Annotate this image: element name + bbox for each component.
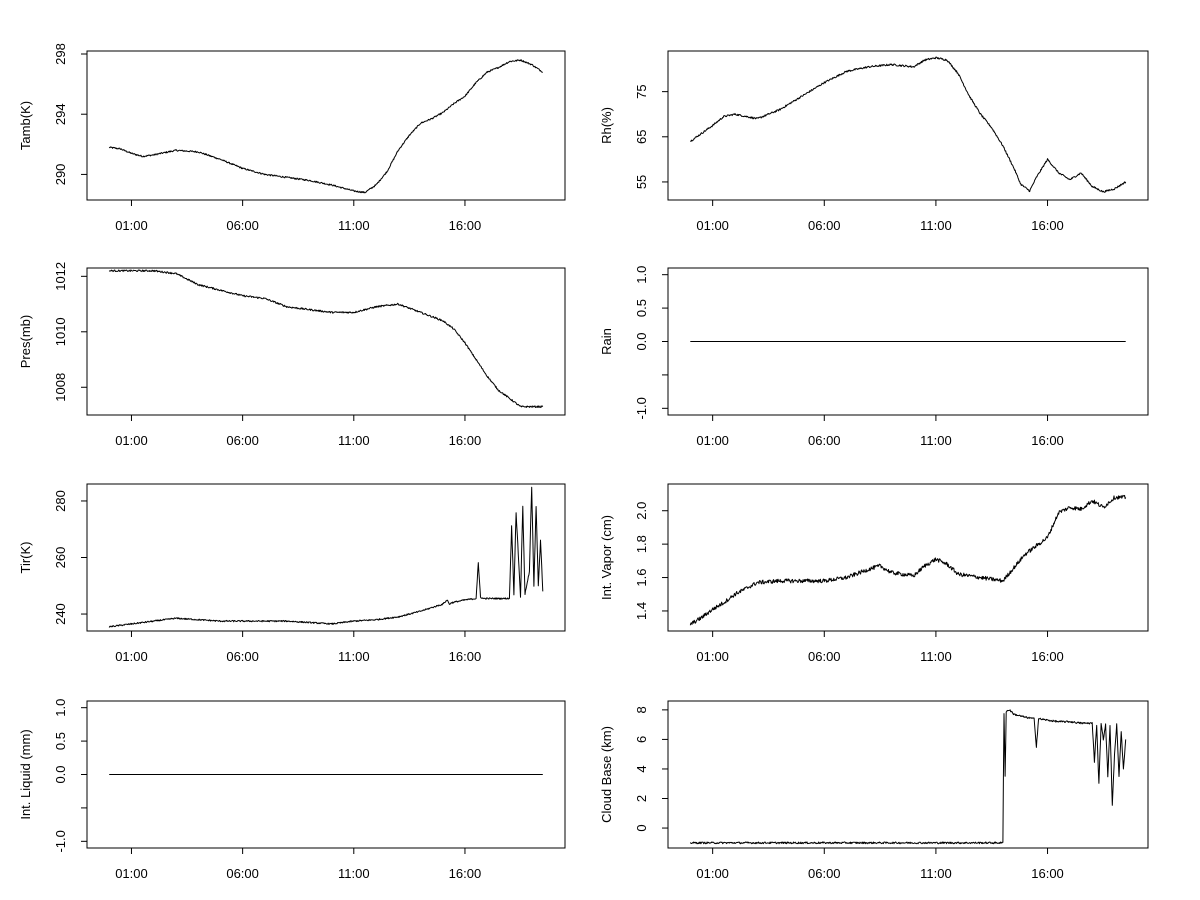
y-tick-label: 6 xyxy=(634,736,649,743)
x-tick-label: 06:00 xyxy=(808,433,841,448)
x-tick-label: 01:00 xyxy=(696,649,729,664)
y-tick-label: 0.5 xyxy=(53,732,68,750)
chart-panel-5: 01:00 06:00 11:00 16:00 240 260 280 Tir(K) xyxy=(18,483,566,664)
plot-frame xyxy=(667,483,1149,632)
y-tick-label: 1.0 xyxy=(634,266,649,284)
series-line-1 xyxy=(108,486,544,628)
x-tick-label: 16:00 xyxy=(449,218,482,233)
x-tick-label: 01:00 xyxy=(115,649,148,664)
x-tick-label: 16:00 xyxy=(1031,433,1064,448)
chart-panel-8: 01:00 06:00 11:00 16:00 0 2 4 6 8 Cloud Base (km) xyxy=(599,700,1149,881)
x-tick-label: 01:00 xyxy=(115,433,148,448)
x-tick-label: 01:00 xyxy=(115,218,148,233)
y-axis-label: Int. Liquid (mm) xyxy=(18,729,33,819)
y-axis-label: Int. Vapor (cm) xyxy=(599,515,614,600)
chart-panel-4: 01:00 06:00 11:00 16:00 -1.0 0.0 0.5 1.0 Rain xyxy=(599,266,1149,448)
chart-panel-1: 01:00 06:00 11:00 16:00 290 294 298 Tamb(K) xyxy=(18,43,566,233)
y-axis-label: Tamb(K) xyxy=(18,101,33,150)
y-tick-label: 0.0 xyxy=(53,765,68,783)
x-tick-label: 06:00 xyxy=(808,218,841,233)
x-tick-label: 06:00 xyxy=(808,649,841,664)
plot-frame xyxy=(667,50,1149,201)
chart-panel-2: 01:00 06:00 11:00 16:00 55 65 75 Rh(%) xyxy=(599,50,1149,233)
y-tick-label: 4 xyxy=(634,765,649,772)
series-line-1 xyxy=(689,494,1127,626)
y-tick-label: 1.0 xyxy=(53,699,68,717)
x-tick-label: 16:00 xyxy=(449,866,482,881)
x-tick-label: 01:00 xyxy=(115,866,148,881)
y-tick-label: 1008 xyxy=(53,373,68,402)
y-tick-label: 55 xyxy=(634,175,649,189)
y-tick-label: 294 xyxy=(53,103,68,125)
series-line-1 xyxy=(690,56,1127,193)
series-line-1 xyxy=(108,59,543,194)
y-tick-label: 1.4 xyxy=(634,602,649,620)
x-tick-label: 06:00 xyxy=(226,866,259,881)
plot-frame xyxy=(86,483,566,632)
series-line-1 xyxy=(689,709,1127,845)
y-tick-label: 260 xyxy=(53,547,68,569)
x-tick-label: 06:00 xyxy=(226,218,259,233)
x-tick-label: 11:00 xyxy=(338,218,370,233)
x-tick-label: 06:00 xyxy=(808,866,841,881)
y-tick-label: -1.0 xyxy=(53,830,68,852)
y-axis-label: Cloud Base (km) xyxy=(599,726,614,823)
chart-panel-7: 01:00 06:00 11:00 16:00 -1.0 0.0 0.5 1.0 Int. Li… xyxy=(18,699,566,881)
y-tick-label: 1010 xyxy=(53,317,68,346)
x-tick-label: 06:00 xyxy=(226,649,259,664)
x-tick-label: 06:00 xyxy=(226,433,259,448)
y-tick-label: 8 xyxy=(634,706,649,713)
y-tick-label: 2 xyxy=(634,795,649,802)
y-tick-label: 0 xyxy=(634,824,649,831)
y-tick-label: -1.0 xyxy=(634,397,649,419)
x-tick-label: 16:00 xyxy=(1031,866,1064,881)
y-tick-label: 75 xyxy=(634,84,649,98)
y-tick-label: 1.8 xyxy=(634,535,649,553)
y-tick-label: 1012 xyxy=(53,262,68,291)
y-axis-label: Rain xyxy=(599,328,614,355)
y-tick-label: 298 xyxy=(53,43,68,65)
x-tick-label: 16:00 xyxy=(449,433,482,448)
x-tick-label: 01:00 xyxy=(696,866,729,881)
y-tick-label: 0.5 xyxy=(634,299,649,317)
y-tick-label: 0.0 xyxy=(634,332,649,350)
y-axis-label: Rh(%) xyxy=(599,107,614,144)
x-tick-label: 16:00 xyxy=(1031,649,1064,664)
x-tick-label: 11:00 xyxy=(920,218,952,233)
x-tick-label: 01:00 xyxy=(696,218,729,233)
plot-frame xyxy=(86,267,566,416)
plot-frame xyxy=(86,50,566,201)
x-tick-label: 01:00 xyxy=(696,433,729,448)
x-tick-label: 16:00 xyxy=(449,649,482,664)
y-axis-label: Tir(K) xyxy=(18,541,33,573)
y-axis-label: Pres(mb) xyxy=(18,315,33,368)
x-tick-label: 11:00 xyxy=(920,433,952,448)
chart-panel-3: 01:00 06:00 11:00 16:00 1008 1010 1012 Pres(mb) xyxy=(18,262,566,448)
plot-frame xyxy=(667,700,1149,849)
chart-panel-6: 01:00 06:00 11:00 16:00 1.4 1.6 1.8 2.0 Int. Vap… xyxy=(599,483,1149,664)
y-tick-label: 65 xyxy=(634,130,649,144)
x-tick-label: 11:00 xyxy=(920,649,952,664)
y-tick-label: 240 xyxy=(53,603,68,625)
x-tick-label: 11:00 xyxy=(338,866,370,881)
y-tick-label: 290 xyxy=(53,164,68,186)
y-tick-label: 1.6 xyxy=(634,569,649,587)
x-tick-label: 11:00 xyxy=(920,866,952,881)
x-tick-label: 16:00 xyxy=(1031,218,1064,233)
y-tick-label: 280 xyxy=(53,490,68,512)
x-tick-label: 11:00 xyxy=(338,649,370,664)
series-line-1 xyxy=(108,269,544,408)
x-tick-label: 11:00 xyxy=(338,433,370,448)
y-tick-label: 2.0 xyxy=(634,502,649,520)
